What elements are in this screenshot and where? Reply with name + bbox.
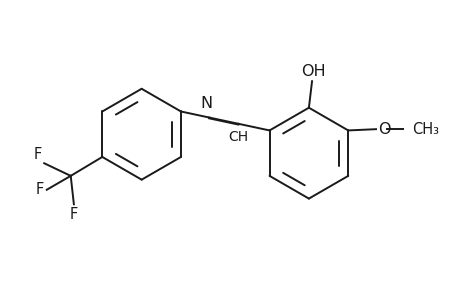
Text: F: F	[70, 207, 78, 222]
Text: CH: CH	[228, 130, 248, 144]
Text: O: O	[378, 122, 390, 137]
Text: N: N	[200, 96, 212, 111]
Text: OH: OH	[300, 64, 325, 79]
Text: F: F	[34, 147, 42, 162]
Text: CH₃: CH₃	[411, 122, 438, 137]
Text: F: F	[36, 182, 44, 197]
